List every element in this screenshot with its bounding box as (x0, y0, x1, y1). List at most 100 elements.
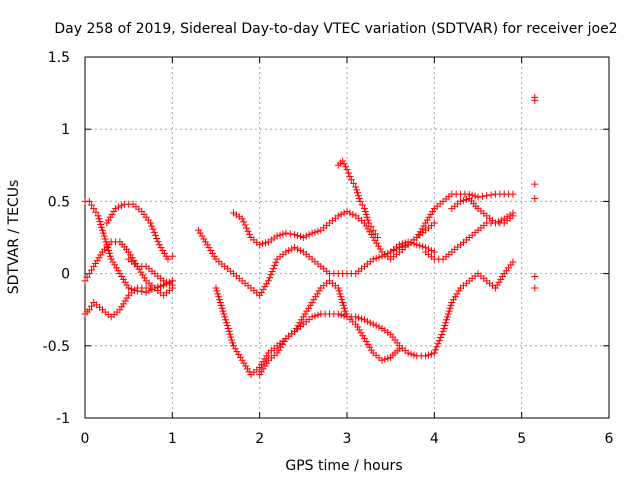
data-point (276, 231, 284, 239)
data-point (494, 218, 502, 226)
data-point (438, 330, 446, 338)
data-point (360, 335, 368, 343)
data-point (119, 300, 127, 308)
data-point (210, 252, 218, 260)
data-point (160, 277, 168, 285)
data-point (362, 337, 370, 345)
data-point (272, 258, 280, 266)
data-point (423, 216, 431, 224)
data-point (259, 240, 267, 248)
data-point (261, 362, 269, 370)
data-point (352, 183, 360, 191)
data-point (233, 348, 241, 356)
data-point (360, 316, 368, 324)
data-point (106, 252, 114, 260)
data-point (367, 223, 375, 231)
y-tick-label: -0.5 (43, 339, 70, 355)
data-point (418, 225, 426, 233)
data-point (238, 356, 246, 364)
data-point (155, 241, 163, 249)
data-point (112, 264, 120, 272)
data-point (111, 261, 119, 269)
data-point (416, 228, 424, 236)
data-point (373, 239, 381, 247)
data-point (364, 216, 372, 224)
data-point (207, 246, 215, 254)
data-point (430, 219, 438, 227)
data-point (291, 327, 299, 335)
data-point (335, 287, 343, 295)
data-point (337, 311, 345, 319)
data-point (363, 213, 371, 221)
grid-lines (85, 57, 609, 418)
data-point (495, 278, 503, 286)
data-point (339, 157, 347, 165)
data-point (358, 201, 366, 209)
data-point (366, 319, 374, 327)
data-point (420, 222, 428, 230)
data-point (100, 232, 108, 240)
data-point (416, 242, 424, 250)
x-tick-label: 2 (255, 431, 264, 447)
data-point (427, 246, 435, 254)
x-tick-label: 1 (168, 431, 177, 447)
data-point (222, 319, 230, 327)
data-point (531, 284, 539, 292)
data-point (243, 365, 251, 373)
data-point (430, 349, 438, 357)
data-point (435, 337, 443, 345)
data-point (88, 201, 96, 209)
data-point (90, 262, 98, 270)
data-point (245, 230, 253, 238)
data-point (241, 221, 249, 229)
data-point (453, 290, 461, 298)
data-point (372, 322, 380, 330)
data-point (243, 224, 251, 232)
data-point (215, 296, 223, 304)
data-point (228, 336, 236, 344)
data-point (257, 368, 265, 376)
data-point (263, 280, 271, 288)
x-tick-label: 6 (605, 431, 614, 447)
data-point (360, 205, 368, 213)
data-point (168, 281, 176, 289)
data-point (311, 312, 319, 320)
data-point (437, 334, 445, 342)
data-point (353, 189, 361, 197)
data-point (363, 317, 371, 325)
data-point (223, 322, 231, 330)
data-point (451, 293, 459, 301)
data-point (413, 241, 421, 249)
data-point (107, 255, 115, 263)
data-point (440, 324, 448, 332)
data-point (302, 232, 310, 240)
data-point (509, 212, 517, 220)
data-point (137, 268, 145, 276)
data-point (160, 249, 168, 257)
data-point (85, 197, 93, 205)
data-point (340, 301, 348, 309)
data-point (450, 296, 458, 304)
data-point (343, 208, 351, 216)
data-point (244, 227, 252, 235)
data-point (257, 361, 265, 369)
data-point (366, 228, 374, 236)
data-point (364, 340, 372, 348)
data-point (224, 324, 232, 332)
data-point (334, 284, 342, 292)
data-point (200, 235, 208, 243)
data-point (342, 163, 350, 171)
data-point (305, 304, 313, 312)
data-point (256, 291, 264, 299)
data-point (375, 253, 383, 261)
data-point (196, 229, 204, 237)
data-point (106, 213, 114, 221)
data-point (305, 231, 313, 239)
data-point (85, 270, 93, 278)
data-point (226, 330, 234, 338)
data-point (81, 277, 89, 285)
data-point (352, 313, 360, 321)
data-point (108, 210, 116, 218)
data-point (347, 176, 355, 184)
data-point (398, 243, 406, 251)
